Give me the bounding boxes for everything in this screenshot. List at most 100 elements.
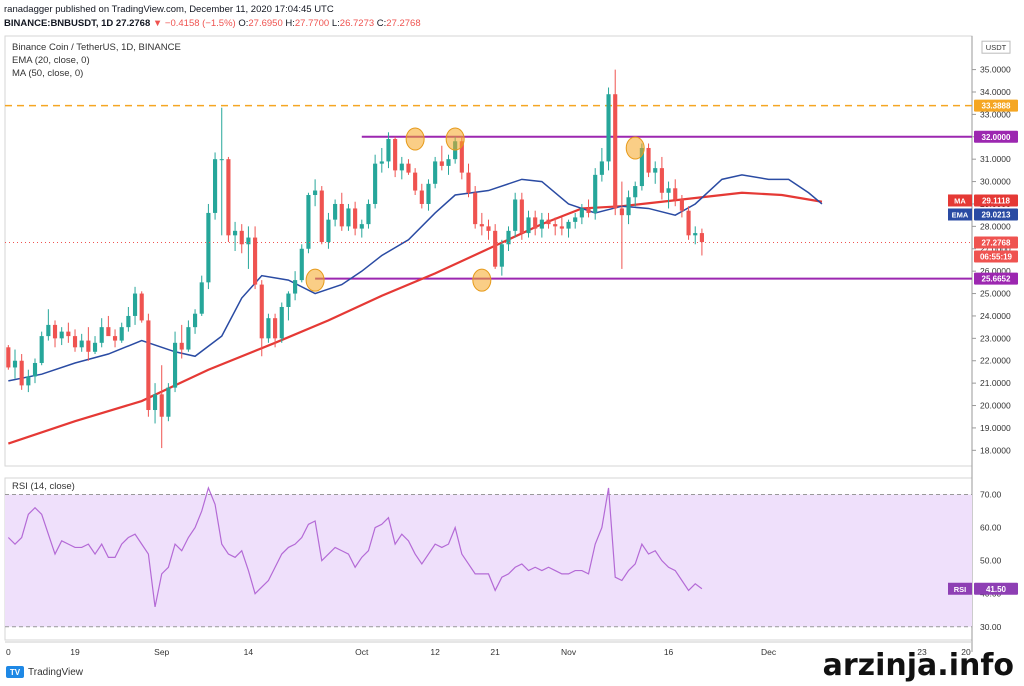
candle-body: [439, 161, 444, 166]
ma-legend: MA (50, close, 0): [12, 68, 84, 79]
rsi-tick-label: 30.00: [980, 622, 1002, 632]
time-tick-label: 21: [490, 647, 500, 657]
candle-body: [599, 161, 604, 175]
level-price-tag-bg: [974, 130, 1018, 143]
candle-body: [639, 147, 644, 187]
rsi-band: [5, 494, 972, 627]
price-tick-label: 24.0000: [980, 311, 1011, 321]
price-tick-label: 34.0000: [980, 87, 1011, 97]
candle-body: [586, 208, 591, 213]
candle-body: [473, 192, 478, 225]
candle-body: [39, 336, 44, 363]
candle-body: [486, 226, 491, 231]
candle-body: [679, 199, 684, 211]
candle-body: [673, 188, 678, 200]
candle-body: [313, 190, 318, 196]
candle-body: [513, 199, 518, 231]
level-price-tag-bg: [974, 99, 1018, 112]
candle-body: [152, 394, 158, 411]
candle-body: [86, 340, 91, 352]
time-tick-label: Oct: [355, 647, 369, 657]
time-tick-label: 20: [961, 647, 971, 657]
time-tick-label: Sep: [154, 647, 169, 657]
rsi-tick-label: 50.00: [980, 556, 1002, 566]
candle-body: [546, 219, 551, 225]
time-tick-label: 19: [70, 647, 80, 657]
candle-body: [573, 217, 578, 222]
ma-price-tag-bg: [974, 194, 1018, 207]
candle-body: [293, 280, 298, 294]
price-tick-label: 26.0000: [980, 266, 1011, 276]
candle-body: [693, 233, 698, 236]
candle-body: [579, 208, 584, 218]
price-tick-label: 33.0000: [980, 109, 1011, 119]
candle-body: [112, 336, 118, 341]
watermark: arzinja.info: [822, 648, 1014, 683]
candle-body: [19, 360, 24, 386]
candle-body: [506, 230, 511, 245]
last-price: 27.2768: [115, 18, 151, 29]
ma-axis-label-bg: [948, 194, 972, 207]
candle-body: [379, 161, 384, 164]
ma-price-tag: 29.1118: [982, 196, 1011, 205]
candle-body: [213, 159, 218, 213]
price-tick-label: 21.0000: [980, 378, 1011, 388]
candle-body: [526, 217, 531, 234]
candle-body: [46, 324, 51, 337]
price-tick-label: 27.0000: [980, 244, 1011, 254]
candle-body: [32, 362, 38, 377]
ma-axis-label: MA: [954, 196, 966, 205]
time-tick-label: 23: [917, 647, 927, 657]
candle-body: [359, 224, 364, 229]
highlight-marker: [305, 268, 325, 292]
candle-body: [172, 342, 178, 388]
ema-axis-label-bg: [948, 208, 972, 221]
symbol-ohlc-line: BINANCE:BNBUSDT, 1D 27.2768 ▼ −0.4158 (−…: [4, 18, 421, 29]
candle-body: [519, 199, 524, 234]
price-tick-label: 25.0000: [980, 289, 1011, 299]
candle-body: [646, 147, 651, 173]
candle-body: [166, 387, 171, 417]
rsi-axis-label: RSI: [954, 585, 967, 594]
candle-body: [299, 248, 304, 281]
candle-body: [192, 313, 198, 328]
time-tick-label: 16: [664, 647, 674, 657]
ema-price-tag: 29.0213: [982, 210, 1011, 219]
rsi-legend: RSI (14, close): [12, 481, 75, 492]
candle-body: [159, 394, 164, 417]
candle-body: [479, 224, 484, 227]
candle-body: [259, 284, 264, 339]
candle-body: [353, 208, 358, 229]
price-tick-label: 35.0000: [980, 65, 1011, 75]
currency-label: USDT: [986, 43, 1007, 52]
countdown-tag-bg: [974, 250, 1018, 263]
candle-body: [613, 94, 618, 209]
time-tick-label: Nov: [561, 647, 577, 657]
candle-body: [459, 141, 464, 173]
candle-body: [686, 210, 691, 236]
highlight-marker: [445, 127, 465, 151]
candle-body: [533, 217, 538, 229]
currency-box: [981, 40, 1011, 54]
candle-body: [333, 203, 338, 220]
highlight-marker: [405, 127, 425, 151]
candle-body: [246, 237, 251, 245]
candle-body: [239, 230, 244, 245]
candle-body: [626, 197, 631, 216]
candle-body: [206, 212, 211, 283]
highlight-marker: [472, 268, 492, 292]
ema-axis-label: EMA: [952, 210, 969, 219]
rsi-line: [7, 486, 703, 608]
candle-body: [326, 219, 331, 243]
candle-body: [339, 203, 344, 227]
candle-body: [666, 188, 671, 193]
level-price-tag: 25.6652: [982, 275, 1011, 284]
candle-body: [593, 174, 598, 213]
ema-legend: EMA (20, close, 0): [12, 55, 90, 66]
high-value: 27.7700: [294, 18, 330, 29]
candle-body: [106, 327, 111, 337]
time-tick-label: 14: [244, 647, 254, 657]
last-price-tag: 27.2768: [982, 239, 1011, 248]
candle-body: [6, 347, 11, 368]
